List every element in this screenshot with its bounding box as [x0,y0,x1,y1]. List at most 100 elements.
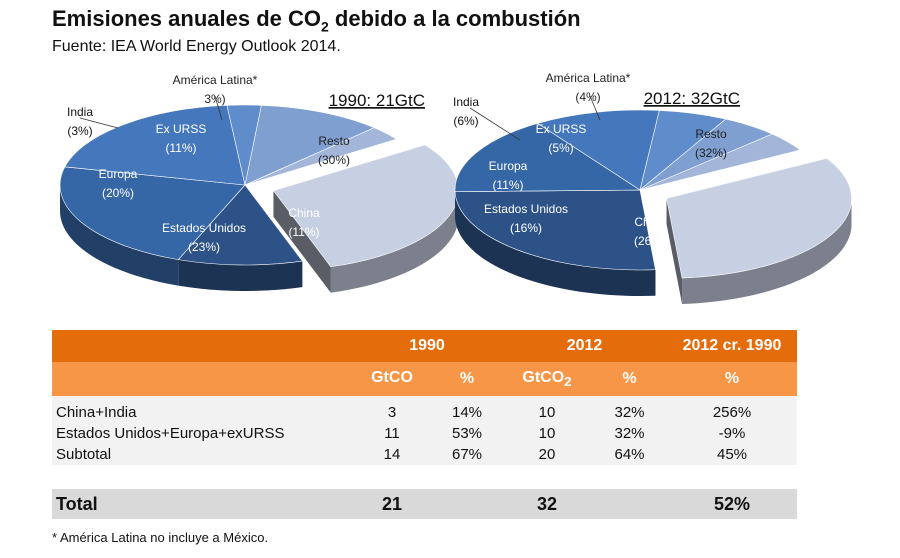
pie-slice-am-rica-latina- [639,133,801,191]
pie-slice-cut-face [666,198,683,305]
slice-percent-label: (26%) [634,234,666,248]
slice-name-label: Resto [318,134,350,148]
unit-gtco: GtCO [371,368,413,386]
slice-name-label: Estados Unidos [484,202,568,216]
table-header-years: 1990 2012 2012 cr. 1990 [52,330,797,362]
pie-slice-estados-unidos [454,123,641,192]
slice-name-label: China [288,206,320,220]
header-year-1990: 1990 [352,330,502,362]
header-gtco2-2012: GtCO2 [502,362,592,396]
slice-percent-label: (20%) [102,186,134,200]
slice-percent-label: (23%) [188,240,220,254]
slice-name-label: América Latina* [173,73,258,87]
slice-name-label: Ex URSS [536,122,587,136]
pie-slice-am-rica-latina- [244,127,398,186]
slice-percent-label: (4%) [575,90,600,104]
slice-name-label: Europa [489,159,528,173]
total-gt2012: 32 [502,489,592,519]
row-label: Subtotal [52,444,352,465]
slice-percent-label: 3%) [204,92,225,106]
header-gtco2-1990: GtCO [352,362,432,396]
cell-gt2012: 20 [502,444,592,465]
slice-name-label: Europa [99,167,138,181]
cell-change: 256% [667,396,797,423]
slice-name-label: China [634,215,666,229]
slice-name-label: América Latina* [546,71,631,85]
pie-slice-china [177,184,303,266]
pie-slice-ex-urss [244,105,375,186]
pie-title: 2012: 32GtC [644,89,740,108]
pie-slice-resto [666,158,852,279]
pie-chart-1990: Resto (30%) China (11%) Estados Unidos (23%) E… [59,73,459,293]
header-change: 2012 cr. 1990 [667,330,797,362]
row-label: China+India [52,396,352,423]
table-row: Estados Unidos+Europa+exURSS 11 53% 10 3… [52,423,797,444]
slice-name-label: India [453,95,479,109]
pie-slice-side [330,190,459,293]
cell-pct1990: 14% [432,396,502,423]
footnote: * América Latina no incluye a México. [52,530,269,545]
total-change: 52% [667,489,797,519]
leader-line [79,117,119,129]
cell-pct2012: 32% [592,396,667,423]
cell-change: 45% [667,444,797,465]
page-title: Emisiones anuales de CO2 debido a la com… [52,6,581,34]
slice-percent-label: (11%) [492,178,523,192]
cell-pct1990: 67% [432,444,502,465]
table-row: Subtotal 14 67% 20 64% 45% [52,444,797,465]
table-header-units: GtCO % GtCO2 % % [52,362,797,396]
table-row: China+India 3 14% 10 32% 256% [52,396,797,423]
leader-line [214,95,223,121]
cell-gt1990: 14 [352,444,432,465]
pie-slice-side [60,183,179,286]
slice-percent-label: (11%) [288,225,319,239]
slice-percent-label: (30%) [318,153,350,167]
cell-pct2012: 32% [592,423,667,444]
pie-slice-side [178,259,303,291]
table-spacer [52,465,797,489]
cell-pct2012: 64% [592,444,667,465]
slice-percent-label: (16%) [510,221,542,235]
leader-line [589,95,601,121]
pie-slice-cut-face [273,190,331,293]
pie-slice-estados-unidos [59,166,246,260]
slice-name-label: Ex URSS [156,122,207,136]
cell-pct1990: 53% [432,423,502,444]
unit-gtco: GtCO [522,368,565,386]
header-year-2012: 2012 [502,330,667,362]
emissions-table: 1990 2012 2012 cr. 1990 GtCO % GtCO2 % %… [52,330,797,519]
pie-chart-2012: Resto (32%) China (26%) Estados Unidos (16%) E… [453,71,852,305]
header-pct-2012: % [592,362,667,396]
header-pct-change: % [667,362,797,396]
slice-percent-label: (6%) [453,114,478,128]
slice-name-label: Estados Unidos [162,221,246,235]
title-subscript: 2 [320,18,329,35]
title-main: Emisiones anuales de CO [52,6,321,31]
cell-gt2012: 10 [502,396,592,423]
slice-percent-label: (11%) [165,141,196,155]
pie-slice-china [454,189,656,271]
pie-title: 1990: 21GtC [329,91,425,110]
total-label: Total [52,489,352,519]
source-subtitle: Fuente: IEA World Energy Outlook 2014. [52,38,341,55]
slice-percent-label: (3%) [67,124,92,138]
cell-gt1990: 3 [352,396,432,423]
table-total-row: Total 21 32 52% [52,489,797,519]
cell-gt2012: 10 [502,423,592,444]
leader-line [469,107,521,141]
slice-name-label: India [67,105,93,119]
pie-slice-resto [272,144,459,268]
pie-slice-side [682,200,852,305]
pie-charts: Resto (30%) China (11%) Estados Unidos (23%) E… [59,71,852,305]
slice-percent-label: (5%) [548,141,573,155]
total-gt1990: 21 [352,489,432,519]
cell-change: -9% [667,423,797,444]
slice-percent-label: (32%) [695,146,727,160]
slice-name-label: Resto [695,127,727,141]
row-label: Estados Unidos+Europa+exURSS [52,423,352,444]
unit-sub: 2 [564,374,572,390]
cell-gt1990: 11 [352,423,432,444]
header-pct-1990: % [432,362,502,396]
title-rest: debido a la combustión [328,6,581,31]
pie-slice-europa [64,105,246,186]
